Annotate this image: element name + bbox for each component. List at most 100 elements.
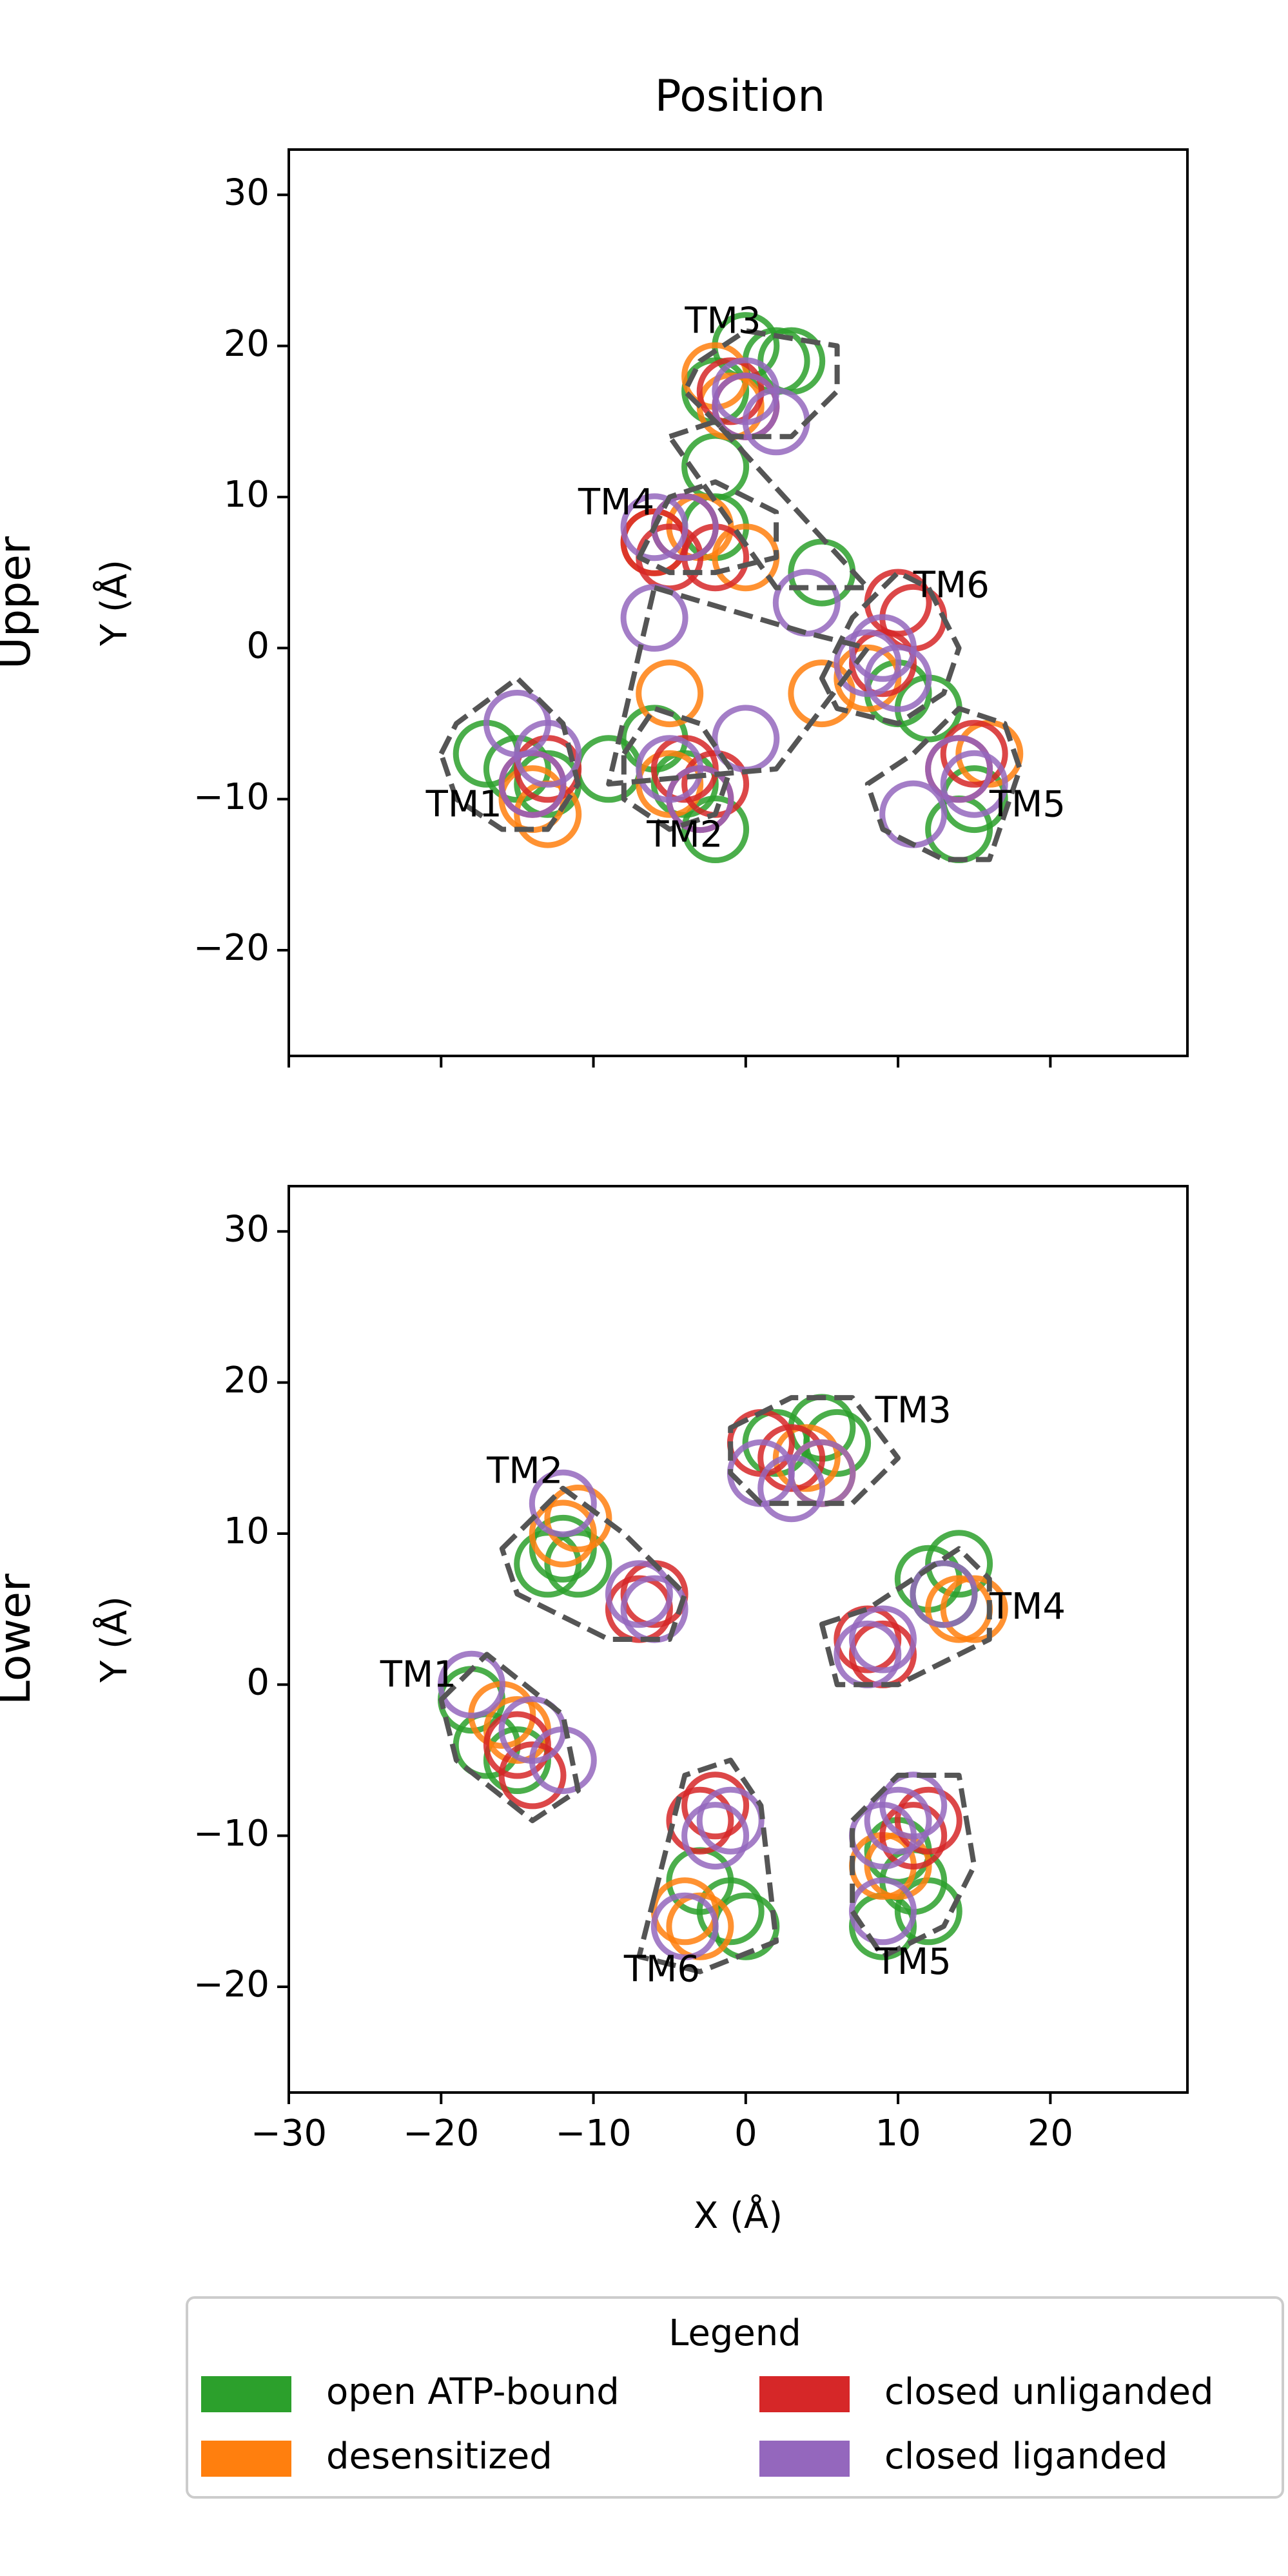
data-point — [834, 1620, 902, 1688]
annotation-tm4: TM4 — [989, 1586, 1066, 1628]
data-point — [483, 1711, 551, 1779]
legend-box — [186, 2296, 1284, 2499]
data-point — [910, 1560, 978, 1628]
x-ticks — [288, 1056, 1052, 1068]
legend-label: closed liganded — [884, 2435, 1168, 2477]
data-point — [498, 1741, 567, 1810]
data-point — [925, 735, 993, 803]
data-point — [864, 644, 932, 712]
x-tick-label: 20 — [1028, 2113, 1073, 2154]
data-point — [529, 1469, 597, 1537]
y-tick-label: 0 — [246, 1661, 269, 1703]
annotation-tm1: TM1 — [425, 783, 502, 825]
annotations: TM3 TM2 TM4 TM1 TM6 TM5 — [380, 1390, 1066, 1991]
annotation-tm5: TM5 — [989, 783, 1066, 825]
series-closed-liganded — [438, 1439, 978, 1960]
data-point — [620, 493, 688, 561]
panel-upper: TM3 TM4 TM6 TM1 TM2 TM5 −20 −10 0 10 20 30 Y (Å) Uppe… — [0, 148, 1189, 1068]
legend-label: desensitized — [326, 2435, 552, 2477]
x-tick-label: 10 — [875, 2113, 921, 2154]
data-point — [894, 1786, 962, 1855]
outline-tm6-hull — [636, 1757, 779, 1975]
data-point — [955, 719, 1024, 788]
outlines — [438, 328, 1023, 863]
annotation-tm6: TM6 — [623, 1949, 700, 1991]
annotation-tm3: TM3 — [875, 1390, 951, 1432]
panels: TM3 TM4 TM6 TM1 TM2 TM5 −20 −10 0 10 20 30 Y (Å) Uppe… — [0, 148, 1189, 2237]
y-tick-label: 10 — [224, 1510, 269, 1552]
data-point — [605, 1575, 673, 1643]
legend-item-closed-unliganded: closed unliganded — [759, 2371, 1214, 2413]
outline-tm2-hull — [621, 706, 734, 832]
outline-tm2-hull — [499, 1485, 688, 1642]
outline-tm5-hull — [864, 706, 1023, 863]
data-point — [940, 750, 1008, 818]
legend-label: closed unliganded — [884, 2371, 1214, 2413]
legend-item-closed-liganded: closed liganded — [759, 2435, 1168, 2477]
annotation-tm3: TM3 — [684, 300, 761, 342]
x-tick-label: 0 — [734, 2113, 757, 2154]
data-point — [666, 1892, 734, 1960]
legend-item-desensitized: desensitized — [201, 2435, 552, 2477]
legend-swatch — [201, 2441, 291, 2477]
axes-frame — [288, 1185, 1189, 2094]
data-point — [940, 719, 1008, 788]
data-point — [849, 1605, 917, 1673]
legend-title: Legend — [668, 2312, 801, 2354]
y-tick-label: 20 — [224, 323, 269, 365]
data-point — [650, 1892, 719, 1960]
annotation-tm6: TM6 — [913, 565, 990, 607]
legend-swatch — [201, 2376, 291, 2412]
data-point — [849, 1877, 917, 1946]
data-point — [681, 795, 750, 863]
outline-top-triangle — [667, 418, 870, 590]
data-point — [529, 1514, 597, 1583]
outline-tm3-hull — [728, 1395, 901, 1507]
outline-tm5-hull — [850, 1772, 977, 1960]
legend: Legend open ATP-bound desensitized closed u… — [186, 2296, 1284, 2499]
data-point — [849, 1620, 917, 1688]
data-point — [757, 1454, 826, 1523]
data-point — [849, 629, 917, 698]
y-tick-label: 20 — [224, 1360, 269, 1401]
data-point — [834, 1605, 902, 1673]
data-point — [650, 735, 719, 803]
data-point — [438, 1650, 505, 1719]
y-axis-label: Y (Å) — [93, 1596, 135, 1683]
data-point — [529, 1726, 597, 1794]
data-point — [696, 1786, 765, 1855]
y-tick-label: 10 — [224, 474, 269, 516]
outline-tm1-hull — [438, 1652, 581, 1824]
data-point — [772, 1424, 841, 1492]
data-point — [849, 614, 917, 682]
x-tick-label: −20 — [403, 2113, 479, 2154]
row-label: Upper — [0, 536, 41, 669]
y-tick-label: −20 — [193, 927, 269, 969]
annotation-tm2: TM2 — [646, 814, 723, 855]
data-point — [879, 1802, 948, 1870]
data-point — [514, 719, 582, 788]
x-tick-label: −10 — [555, 2113, 631, 2154]
y-tick-label: −20 — [193, 1964, 269, 2005]
data-point — [483, 1726, 551, 1794]
annotation-tm2: TM2 — [486, 1450, 563, 1492]
data-point — [925, 1530, 993, 1598]
y-tick-label: −10 — [193, 776, 269, 818]
data-point — [940, 1575, 1008, 1643]
data-point — [529, 1499, 597, 1568]
data-point — [696, 1877, 765, 1946]
annotation-tm4: TM4 — [578, 482, 654, 523]
outline-tm4-hull — [636, 479, 779, 576]
legend-label: open ATP-bound — [326, 2371, 620, 2413]
x-ticks: −30 −20 −10 0 10 20 — [251, 2093, 1073, 2154]
y-ticks: −20 −10 0 10 20 30 — [193, 171, 289, 969]
data-point — [620, 1560, 688, 1628]
data-point — [666, 765, 734, 834]
panel-lower: TM3 TM2 TM4 TM1 TM6 TM5 −20 −10 0 10 20 30 −30 −20 −10… — [0, 1185, 1189, 2237]
outline-central-triangle — [606, 585, 870, 787]
outline-tm6-hull — [819, 570, 962, 727]
outlines — [438, 1395, 992, 1975]
data-point — [650, 1877, 719, 1946]
